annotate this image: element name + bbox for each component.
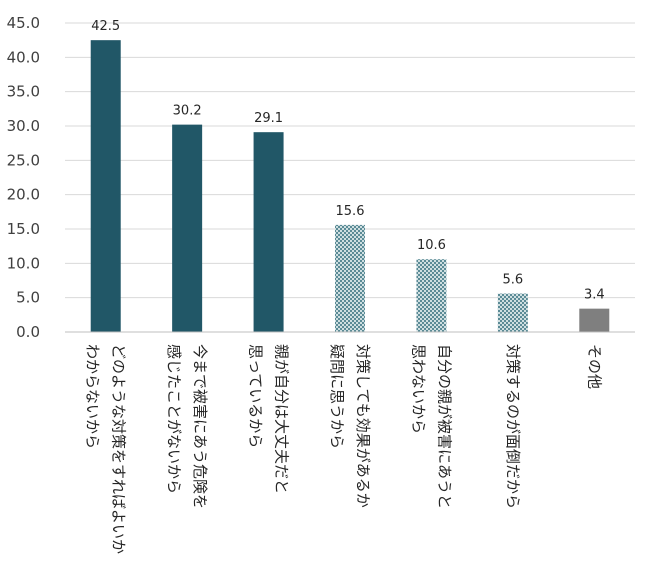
category-label-line: 疑問に思うから xyxy=(328,344,346,449)
bar xyxy=(579,308,610,332)
category-label-line: 感じたことがないから xyxy=(165,344,183,494)
y-tick-label: 5.0 xyxy=(16,289,40,307)
y-tick-label: 10.0 xyxy=(7,254,40,272)
bar xyxy=(497,293,528,332)
bar xyxy=(416,259,447,332)
bars xyxy=(90,40,610,333)
category-label: その他 xyxy=(585,344,603,389)
data-label: 30.2 xyxy=(173,104,202,119)
y-tick-label: 25.0 xyxy=(7,151,40,169)
data-label: 3.4 xyxy=(584,288,605,303)
data-label: 5.6 xyxy=(503,273,524,288)
category-label-line: 思わないから xyxy=(409,344,427,434)
category-label-line: 対策するのが面倒だから xyxy=(504,344,522,509)
y-tick-label: 30.0 xyxy=(7,117,40,135)
gridlines xyxy=(65,22,635,299)
category-label-line: 親が自分は大丈夫だと xyxy=(273,344,291,494)
data-labels: 42.5 30.2 29.1 15.6 10.6 5.6 3.4 xyxy=(91,19,604,302)
bar xyxy=(172,124,203,332)
category-label-line: わからないから xyxy=(84,344,102,449)
category-label: 対策するのが面倒だから xyxy=(504,344,522,509)
y-tick-label: 0.0 xyxy=(16,323,40,341)
data-label: 29.1 xyxy=(254,111,283,126)
y-tick-label: 35.0 xyxy=(7,83,40,101)
bar xyxy=(90,40,121,333)
category-label-line: どのような対策をすればよいか xyxy=(110,344,128,554)
data-label: 10.6 xyxy=(417,238,446,253)
bar xyxy=(253,132,284,332)
category-label-line: 今まで被害にあう危険を xyxy=(191,344,209,509)
y-tick-label: 15.0 xyxy=(7,220,40,238)
category-label-line: 思っているから xyxy=(247,344,265,448)
category-label-line: その他 xyxy=(585,344,603,389)
y-axis-ticks: 0.0 5.0 10.0 15.0 20.0 25.0 30.0 35.0 40.0 45.0 xyxy=(7,14,40,341)
bar xyxy=(335,224,365,332)
category-label-line: 自分の親が被害にあうと xyxy=(435,344,453,509)
data-label: 15.6 xyxy=(336,204,365,219)
category-label-line: 対策しても効果があるか xyxy=(354,344,372,508)
y-tick-label: 45.0 xyxy=(7,14,40,32)
y-tick-label: 20.0 xyxy=(7,186,40,204)
y-tick-label: 40.0 xyxy=(7,48,40,66)
data-label: 42.5 xyxy=(91,19,120,34)
